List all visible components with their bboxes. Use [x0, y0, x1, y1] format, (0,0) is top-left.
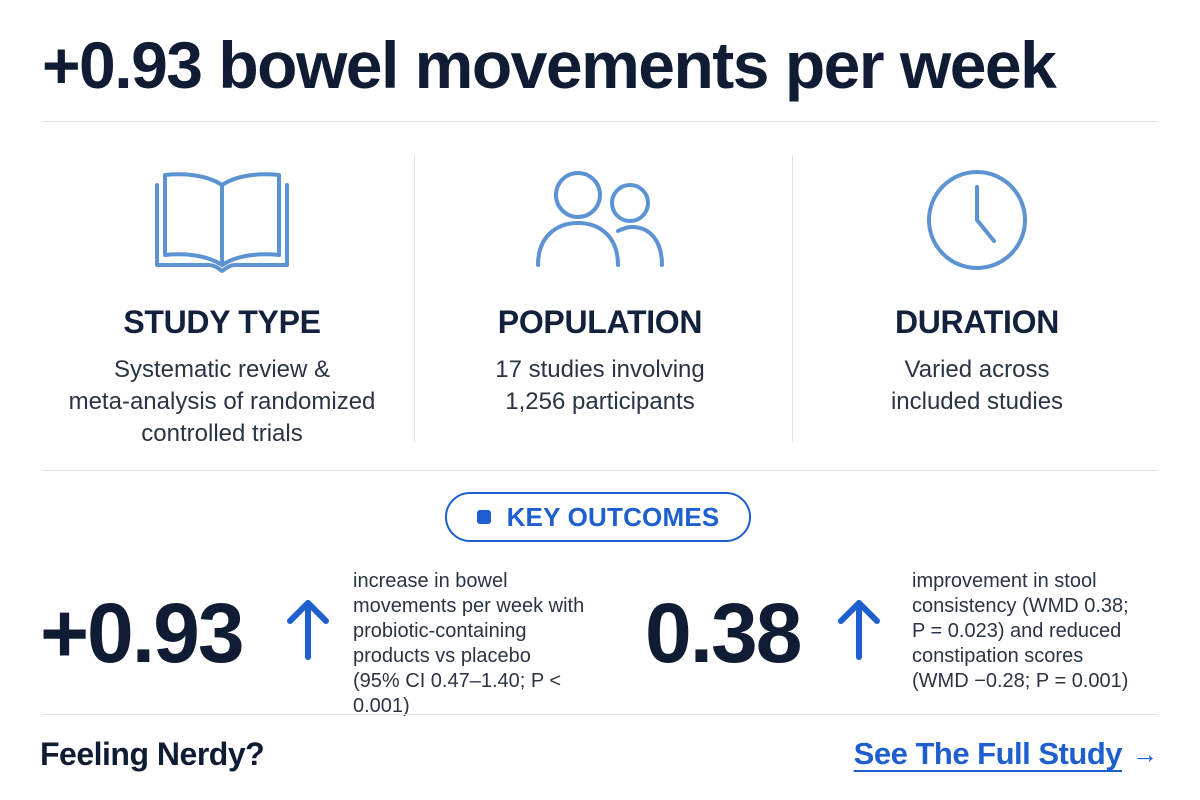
key-outcomes-label: KEY OUTCOMES	[506, 501, 720, 532]
column-separator	[414, 155, 415, 442]
population-description: 17 studies involving 1,256 participants	[415, 354, 785, 418]
duration-line: included studies	[890, 388, 1064, 415]
outcome-line: improvement in stool	[912, 570, 1097, 592]
key-outcomes-badge: KEY OUTCOMES	[445, 492, 751, 542]
study-type-line: meta-analysis of randomized	[68, 388, 376, 415]
outcome-line: P = 0.023) and reduced	[912, 620, 1122, 642]
divider-top	[42, 121, 1158, 122]
outcome-value: +0.93	[40, 586, 245, 680]
outcome-description: improvement in stool consistency (WMD 0.…	[912, 569, 1172, 694]
duration-line: Varied across	[904, 356, 1050, 383]
open-book-icon	[37, 160, 407, 280]
outcome-line: constipation scores	[912, 645, 1084, 667]
outcome-line: products vs placebo	[353, 645, 531, 667]
study-type-description: Systematic review & meta-analysis of ran…	[37, 354, 407, 450]
population-line: 17 studies involving	[495, 356, 705, 383]
outcome-line: increase in bowel	[353, 570, 508, 592]
outcome-line: (95% CI 0.47–1.40; P < 0.001)	[353, 670, 562, 717]
arrow-up-icon	[838, 600, 880, 660]
divider-bottom	[42, 714, 1158, 715]
outcome-line: movements per week with	[353, 595, 585, 617]
study-type-line: Systematic review &	[113, 356, 331, 383]
see-full-study-link[interactable]: See The Full Study →	[854, 736, 1158, 772]
outcome-stool-consistency: 0.38 improvement in stool consistency (W…	[645, 565, 1165, 695]
population-line: 1,256 participants	[505, 388, 695, 415]
population-title: POPULATION	[497, 304, 703, 340]
feeling-nerdy-text: Feeling Nerdy?	[40, 736, 265, 772]
arrow-up-icon	[287, 600, 329, 660]
column-separator	[792, 155, 793, 442]
study-type-title: STUDY TYPE	[123, 304, 321, 340]
divider-middle	[42, 470, 1158, 471]
outcome-value: 0.38	[645, 586, 802, 680]
study-type-column: STUDY TYPE Systematic review & meta-anal…	[37, 160, 407, 450]
outcome-description: increase in bowel movements per week wit…	[353, 569, 623, 719]
outcome-bowel-movements: +0.93 increase in bowel movements per we…	[40, 565, 610, 717]
duration-description: Varied across included studies	[792, 354, 1162, 418]
study-type-line: controlled trials	[141, 420, 303, 447]
see-full-study-label[interactable]: See The Full Study	[853, 736, 1123, 771]
headline: +0.93 bowel movements per week	[42, 28, 1057, 102]
arrow-right-icon[interactable]: →	[1132, 738, 1158, 769]
duration-column: DURATION Varied across included studies	[792, 160, 1162, 418]
square-bullet-icon	[476, 510, 491, 524]
outcome-line: (WMD −0.28; P = 0.001)	[912, 670, 1129, 692]
outcome-line: consistency (WMD 0.38;	[912, 595, 1129, 617]
duration-title: DURATION	[894, 304, 1060, 340]
people-icon	[415, 160, 785, 280]
outcome-line: probiotic-containing	[353, 620, 527, 642]
clock-icon	[792, 160, 1162, 280]
population-column: POPULATION 17 studies involving 1,256 pa…	[415, 160, 785, 418]
